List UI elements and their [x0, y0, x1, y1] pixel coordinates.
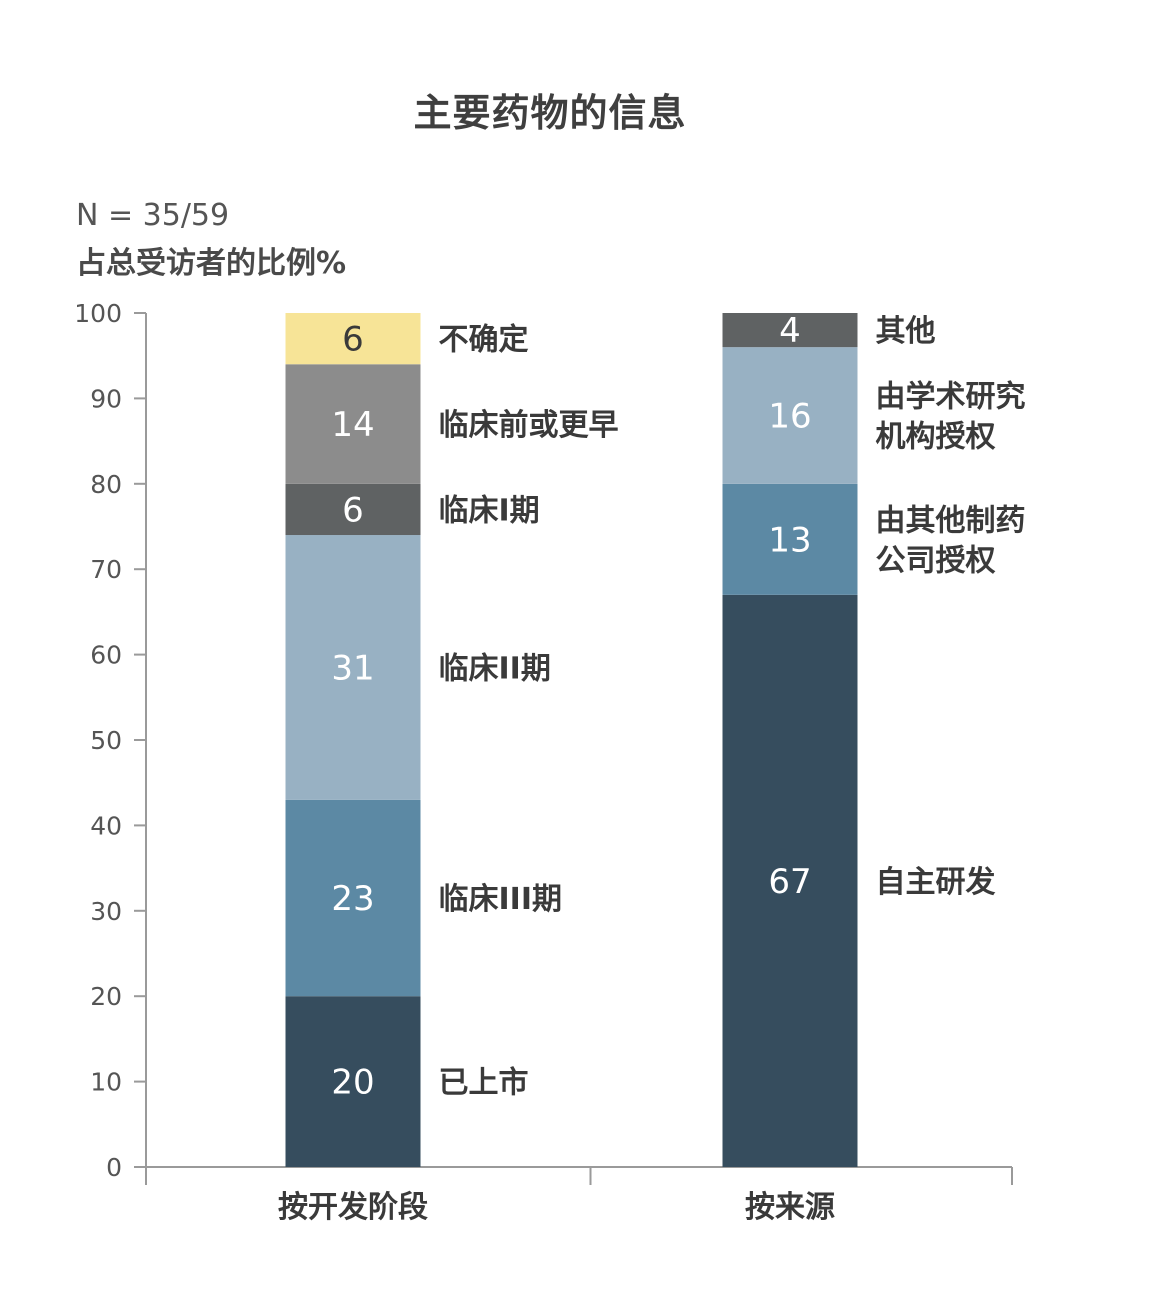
y-tick-label: 10: [90, 1068, 122, 1097]
bar-segment: [285, 364, 421, 484]
y-tick-label: 90: [90, 384, 122, 413]
chart-title: 主要药物的信息: [413, 91, 687, 135]
bar-value-label: 23: [331, 879, 374, 919]
segment-name-label: 由学术研究机构授权: [876, 379, 1026, 454]
segment-name-label: 临床I期: [439, 493, 540, 528]
bar-segment: [285, 483, 421, 536]
bar-value-label: 6: [342, 320, 364, 360]
bar-value-label: 16: [768, 396, 811, 436]
bar-segment: [722, 347, 858, 484]
y-tick-label: 70: [90, 555, 122, 584]
bar-segment: [722, 313, 858, 348]
segment-name-label: 已上市: [439, 1066, 529, 1101]
x-category-label: 按来源: [745, 1190, 835, 1225]
bar-segment: [722, 483, 858, 595]
bar-value-label: 31: [331, 648, 374, 688]
y-tick-label: 20: [90, 982, 122, 1011]
y-tick-label: 30: [90, 897, 122, 926]
segment-name-label: 其他: [876, 314, 936, 349]
y-tick-label: 80: [90, 470, 122, 499]
y-tick-label: 100: [74, 299, 122, 328]
bar-segment: [285, 799, 421, 997]
bar-segment: [285, 996, 421, 1167]
sample-size-label: N = 35/59: [76, 198, 230, 233]
bar-value-label: 67: [768, 862, 811, 902]
bar-segment: [285, 313, 421, 365]
segment-name-label: 临床II期: [439, 651, 551, 686]
segment-name-label: 临床III期: [439, 882, 563, 917]
y-tick-label: 50: [90, 726, 122, 755]
y-tick-label: 40: [90, 811, 122, 840]
bar-segment: [285, 535, 421, 800]
y-tick-label: 60: [90, 641, 122, 670]
y-axis-label: 占总受访者的比例%: [76, 246, 347, 281]
segment-name-label: 不确定: [439, 323, 529, 358]
segment-name-label: 临床前或更早: [439, 408, 619, 443]
bar-segment: [722, 594, 858, 1167]
bar-value-label: 20: [331, 1063, 374, 1103]
segment-name-label: 自主研发: [876, 865, 996, 900]
segment-name-label: 由其他制药公司授权: [876, 503, 1026, 578]
y-tick-label: 0: [106, 1153, 122, 1182]
bar-value-label: 4: [779, 311, 801, 351]
x-category-label: 按开发阶段: [278, 1190, 428, 1225]
bar-value-label: 14: [331, 405, 374, 445]
bar-value-label: 6: [342, 490, 364, 530]
bar-value-label: 13: [768, 520, 811, 560]
